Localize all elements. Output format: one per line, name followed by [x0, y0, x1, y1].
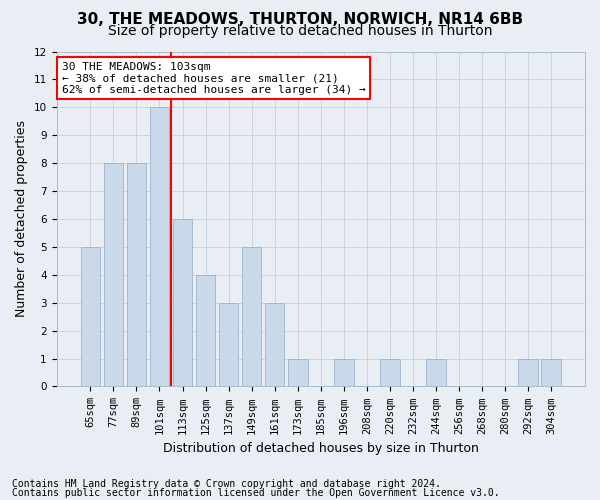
Bar [127, 163, 146, 386]
Bar [334, 358, 353, 386]
Text: 30 THE MEADOWS: 103sqm
← 38% of detached houses are smaller (21)
62% of semi-det: 30 THE MEADOWS: 103sqm ← 38% of detached… [62, 62, 365, 94]
Bar [426, 358, 446, 386]
Bar [242, 247, 262, 386]
Bar [541, 358, 561, 386]
Bar [173, 219, 193, 386]
Bar [104, 163, 123, 386]
X-axis label: Distribution of detached houses by size in Thurton: Distribution of detached houses by size … [163, 442, 479, 455]
Bar [288, 358, 308, 386]
Text: Contains HM Land Registry data © Crown copyright and database right 2024.: Contains HM Land Registry data © Crown c… [12, 479, 441, 489]
Bar [380, 358, 400, 386]
Y-axis label: Number of detached properties: Number of detached properties [15, 120, 28, 318]
Text: Contains public sector information licensed under the Open Government Licence v3: Contains public sector information licen… [12, 488, 500, 498]
Bar [80, 247, 100, 386]
Bar [265, 302, 284, 386]
Bar [518, 358, 538, 386]
Bar [219, 302, 238, 386]
Bar [196, 275, 215, 386]
Text: Size of property relative to detached houses in Thurton: Size of property relative to detached ho… [108, 24, 492, 38]
Text: 30, THE MEADOWS, THURTON, NORWICH, NR14 6BB: 30, THE MEADOWS, THURTON, NORWICH, NR14 … [77, 12, 523, 28]
Bar [149, 108, 169, 386]
